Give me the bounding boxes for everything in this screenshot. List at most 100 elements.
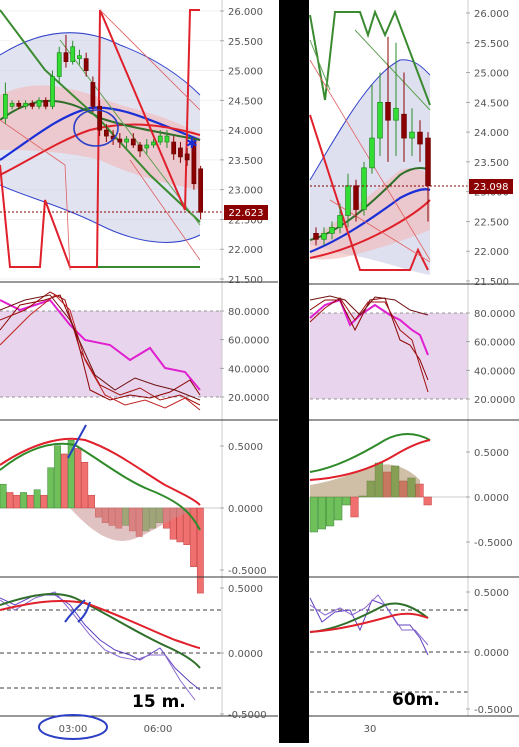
left-macd-annotation <box>67 424 87 459</box>
right-candle <box>401 113 407 139</box>
right-green-top <box>309 9 431 106</box>
right-bottom-panel <box>309 594 468 693</box>
left-price-axis-label: 22.500 <box>228 215 263 226</box>
right-candle <box>417 131 423 145</box>
left-hist-bar <box>81 461 89 509</box>
right-macd-axis-label: 0.0000 <box>474 493 509 504</box>
right-candle <box>353 185 359 210</box>
left-osc-red <box>0 599 201 649</box>
left-bottom-axis-label: 0.0000 <box>228 649 263 660</box>
right-candle <box>361 167 367 210</box>
left-stoch-red3 <box>0 294 201 411</box>
right-candle <box>377 101 383 139</box>
left-price-axis-label: 23.500 <box>228 156 263 167</box>
left-candle <box>103 129 109 137</box>
left-band-upper <box>0 32 201 96</box>
left-timeframe-label: 15 m. <box>132 692 186 712</box>
left-stoch-axis-label: 20.0000 <box>228 393 269 404</box>
right-bottom-axis: 0.5000 0.0000 -0.5000 <box>466 588 513 716</box>
left-x-annotation-ellipse <box>38 714 108 740</box>
right-macd-area <box>310 464 420 497</box>
right-candle <box>393 107 399 121</box>
left-osc-green <box>0 593 201 669</box>
right-stoch-axis-label: 80.0000 <box>474 309 515 320</box>
left-price-axis-label: 22.000 <box>228 245 263 256</box>
left-candle <box>184 153 190 161</box>
right-stoch-panel <box>309 295 468 400</box>
left-candle <box>117 138 123 143</box>
left-hist-bar <box>20 492 27 509</box>
left-hist-bar <box>6 492 14 509</box>
left-candle <box>83 58 89 71</box>
left-candle <box>151 141 156 146</box>
left-hist-bar <box>190 507 197 567</box>
left-candle <box>191 141 197 185</box>
left-stoch-axis: 80.0000 60.0000 40.0000 20.0000 <box>220 307 269 404</box>
left-candle <box>2 94 8 119</box>
left-hist-bar <box>13 494 21 509</box>
left-candle <box>178 147 183 158</box>
left-stoch-axis-label: 80.0000 <box>228 307 269 318</box>
left-ma-red <box>0 123 201 176</box>
left-hist-bar <box>54 445 61 509</box>
left-candle <box>157 135 163 143</box>
left-candle <box>144 144 150 149</box>
left-candle <box>43 99 49 107</box>
left-macd-area <box>70 508 190 541</box>
right-osc-purple2 <box>309 594 429 646</box>
left-hist-bar <box>88 494 95 509</box>
right-price-panel <box>309 9 468 275</box>
left-last-price-label: 22.623 <box>229 208 264 219</box>
left-hist-bar <box>33 489 41 509</box>
left-candle <box>124 138 129 143</box>
left-ma-blue <box>0 106 201 161</box>
left-stoch-red2 <box>0 291 201 406</box>
right-candle <box>409 131 415 139</box>
right-stoch-red1 <box>309 297 429 381</box>
right-price-axis-label: 25.000 <box>474 69 509 80</box>
right-stoch-zone <box>310 313 468 399</box>
left-candle <box>23 102 28 107</box>
right-stoch-red3 <box>309 295 429 316</box>
right-hist-bar <box>326 496 335 527</box>
right-macd-red <box>309 439 431 481</box>
right-stoch-red2 <box>309 297 429 393</box>
right-hist-bar <box>309 496 318 533</box>
right-stoch-axis-label: 20.0000 <box>474 395 515 406</box>
left-stoch-axis-label: 40.0000 <box>228 364 269 375</box>
left-last-price-badge <box>224 205 268 220</box>
left-macd-red <box>0 437 201 506</box>
left-hist-bar <box>47 467 55 509</box>
right-last-price-badge <box>469 179 513 194</box>
left-band-lower <box>0 184 201 243</box>
left-bottom-axis-label: 0.5000 <box>228 584 263 595</box>
right-price-axis-label: 24.000 <box>474 128 509 139</box>
left-hist-bar <box>196 507 204 594</box>
right-ma-blue <box>309 188 431 254</box>
right-candle <box>321 233 327 240</box>
left-candle <box>90 82 96 107</box>
left-annotation-ellipse <box>73 109 119 147</box>
left-hist-bar <box>60 453 68 509</box>
right-bottom-axis-label: 0.0000 <box>474 648 509 659</box>
left-candle <box>97 105 103 131</box>
right-osc-red <box>309 612 429 633</box>
right-last-price-label: 23.098 <box>474 182 509 193</box>
left-stoch-magenta <box>0 298 201 391</box>
left-x-tick-0300: 03:00 <box>59 724 88 735</box>
left-price-axis-label: 24.000 <box>228 126 263 137</box>
left-inner-band <box>0 85 200 190</box>
left-macd-green <box>0 442 201 531</box>
left-macd-axis-label: 0.0000 <box>228 504 263 515</box>
left-osc-purple2 <box>0 591 196 701</box>
left-hist-bar <box>40 494 48 509</box>
left-candle <box>137 144 143 152</box>
left-stoch-panel <box>0 291 222 411</box>
left-candles <box>2 34 204 220</box>
right-macd-axis-label: -0.5000 <box>474 538 513 549</box>
left-macd-axis-label: -0.5000 <box>228 566 267 577</box>
left-green-diag2 <box>59 39 201 226</box>
right-hist-bar <box>317 496 327 530</box>
right-candle <box>345 185 351 216</box>
